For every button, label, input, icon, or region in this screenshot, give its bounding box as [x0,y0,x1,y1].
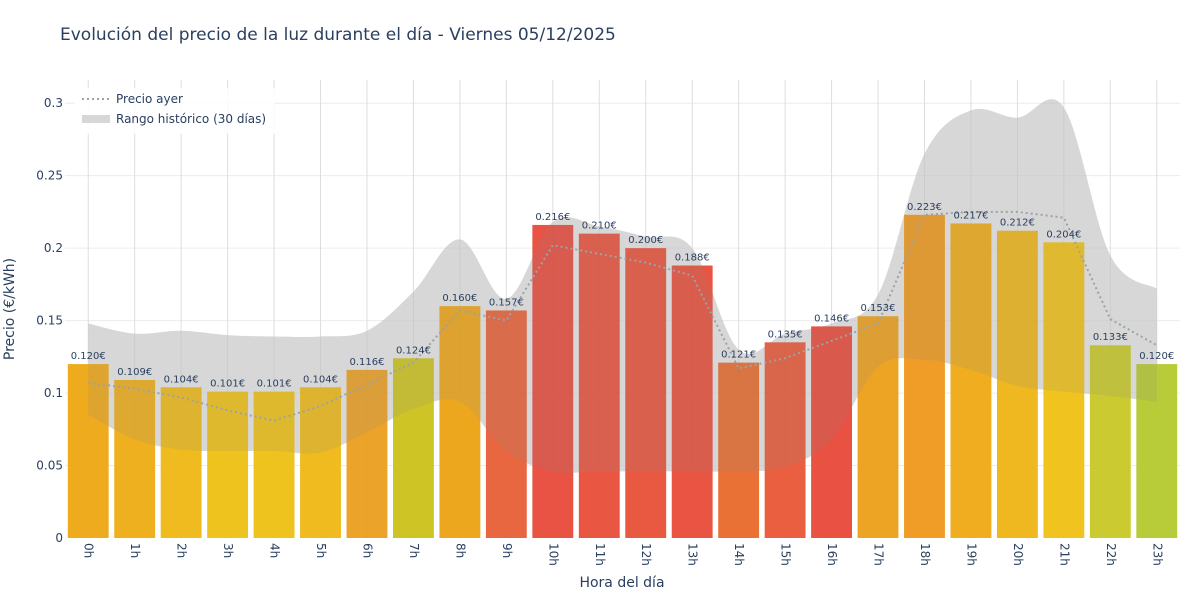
bar-value-label: 0.116€ [349,357,384,368]
bar-value-label: 0.188€ [675,253,710,264]
bar-value-label: 0.104€ [164,374,199,385]
x-tick-label: 1h [128,543,142,558]
bar-value-label: 0.120€ [71,351,106,362]
price-bar [1089,345,1131,538]
bar-value-label: 0.133€ [1093,332,1128,343]
x-tick-label: 19h [964,543,978,566]
x-tick-label: 14h [732,543,746,566]
price-bar [1043,242,1085,539]
x-tick-label: 0h [82,543,96,558]
x-tick-label: 3h [221,543,235,558]
x-tick-label: 22h [1104,543,1118,566]
price-bar [1136,364,1178,538]
y-tick-label: 0.25 [36,169,63,183]
bar-value-label: 0.157€ [489,297,524,308]
legend-label-yesterday: Precio ayer [116,92,183,106]
x-tick-label: 7h [407,543,421,558]
legend-background [75,88,275,134]
x-tick-label: 5h [314,543,328,558]
price-bar [67,364,109,538]
price-bar [160,387,202,538]
x-tick-label: 17h [872,543,886,566]
bar-value-label: 0.153€ [861,303,896,314]
bar-value-label: 0.217€ [953,210,988,221]
price-bar [718,362,760,538]
legend-label-range: Rango histórico (30 días) [116,112,266,126]
y-tick-label: 0.2 [44,241,63,255]
price-bar [578,233,620,538]
x-tick-label: 16h [825,543,839,566]
price-bar [857,316,899,538]
x-tick-label: 2h [175,543,189,558]
x-tick-label: 15h [779,543,793,566]
y-tick-label: 0 [55,531,63,545]
x-axis-title: Hora del día [579,575,664,591]
price-bar [346,369,388,538]
bar-value-label: 0.212€ [1000,218,1035,229]
price-bar [996,230,1038,538]
price-bar [904,214,945,538]
bar-value-label: 0.223€ [907,202,942,213]
price-bar [811,326,853,538]
price-bar [253,391,295,538]
bar-value-label: 0.101€ [210,379,245,390]
x-axis-ticks: 0h 1h 2h 3h 4h 5h 6h 7h 8h 9h 10h 11h 12h 13h 14h 15h 16… [82,543,1165,566]
price-bar [532,224,574,538]
y-axis-ticks: 0 0.05 0.1 0.15 0.2 0.25 0.3 [36,96,63,545]
x-tick-label: 20h [1011,543,1025,566]
bar-value-label: 0.160€ [442,293,477,304]
y-axis-title: Precio (€/kWh) [2,258,18,360]
yesterday-price-series [88,210,1158,422]
price-bars [67,99,1178,539]
bar-value-label: 0.120€ [1139,351,1174,362]
price-bar [114,380,156,538]
x-tick-label: 18h [918,543,932,566]
y-tick-label: 0.1 [44,386,63,400]
x-tick-label: 6h [360,543,374,558]
x-tick-label: 23h [1150,543,1164,566]
bar-value-label: 0.200€ [628,235,663,246]
x-tick-label: 4h [268,543,282,558]
price-bar [392,358,434,538]
bar-value-label: 0.204€ [1046,229,1081,240]
price-bar [950,223,992,538]
x-tick-label: 10h [546,543,560,566]
chart-title: Evolución del precio de la luz durante e… [60,25,616,45]
price-bar [207,391,249,538]
bar-value-label: 0.104€ [303,374,338,385]
bar-value-label: 0.135€ [768,329,803,340]
bar-value-label: 0.146€ [814,313,849,324]
x-tick-label: 12h [639,543,653,566]
bar-value-label: 0.121€ [721,350,756,361]
price-bar [671,265,713,538]
price-bar [764,342,806,538]
bar-value-label: 0.210€ [582,221,617,232]
bar-value-label: 0.216€ [535,212,570,223]
historical-range-overlay [88,99,1157,473]
bar-value-label: 0.124€ [396,345,431,356]
bar-value-label: 0.101€ [257,379,292,390]
price-bar [300,387,341,538]
price-bar [485,310,527,538]
x-tick-label: 9h [500,543,514,558]
bar-value-label: 0.109€ [117,367,152,378]
x-tick-label: 21h [1057,543,1071,566]
price-bar [439,306,481,538]
x-tick-label: 13h [686,543,700,566]
x-tick-label: 11h [593,543,607,566]
y-tick-label: 0.3 [44,96,63,110]
x-tick-label: 8h [453,543,467,558]
bar-value-labels: 0.120€ 0.109€ 0.104€ 0.101€ 0.101€ 0.104€ 0.11… [71,202,1175,390]
y-tick-label: 0.15 [36,314,63,328]
legend-band-swatch [82,115,110,123]
price-bar [625,248,667,538]
y-tick-label: 0.05 [36,459,63,473]
legend: Precio ayer Rango histórico (30 días) [75,88,275,134]
yesterday-price-line [88,210,1158,422]
